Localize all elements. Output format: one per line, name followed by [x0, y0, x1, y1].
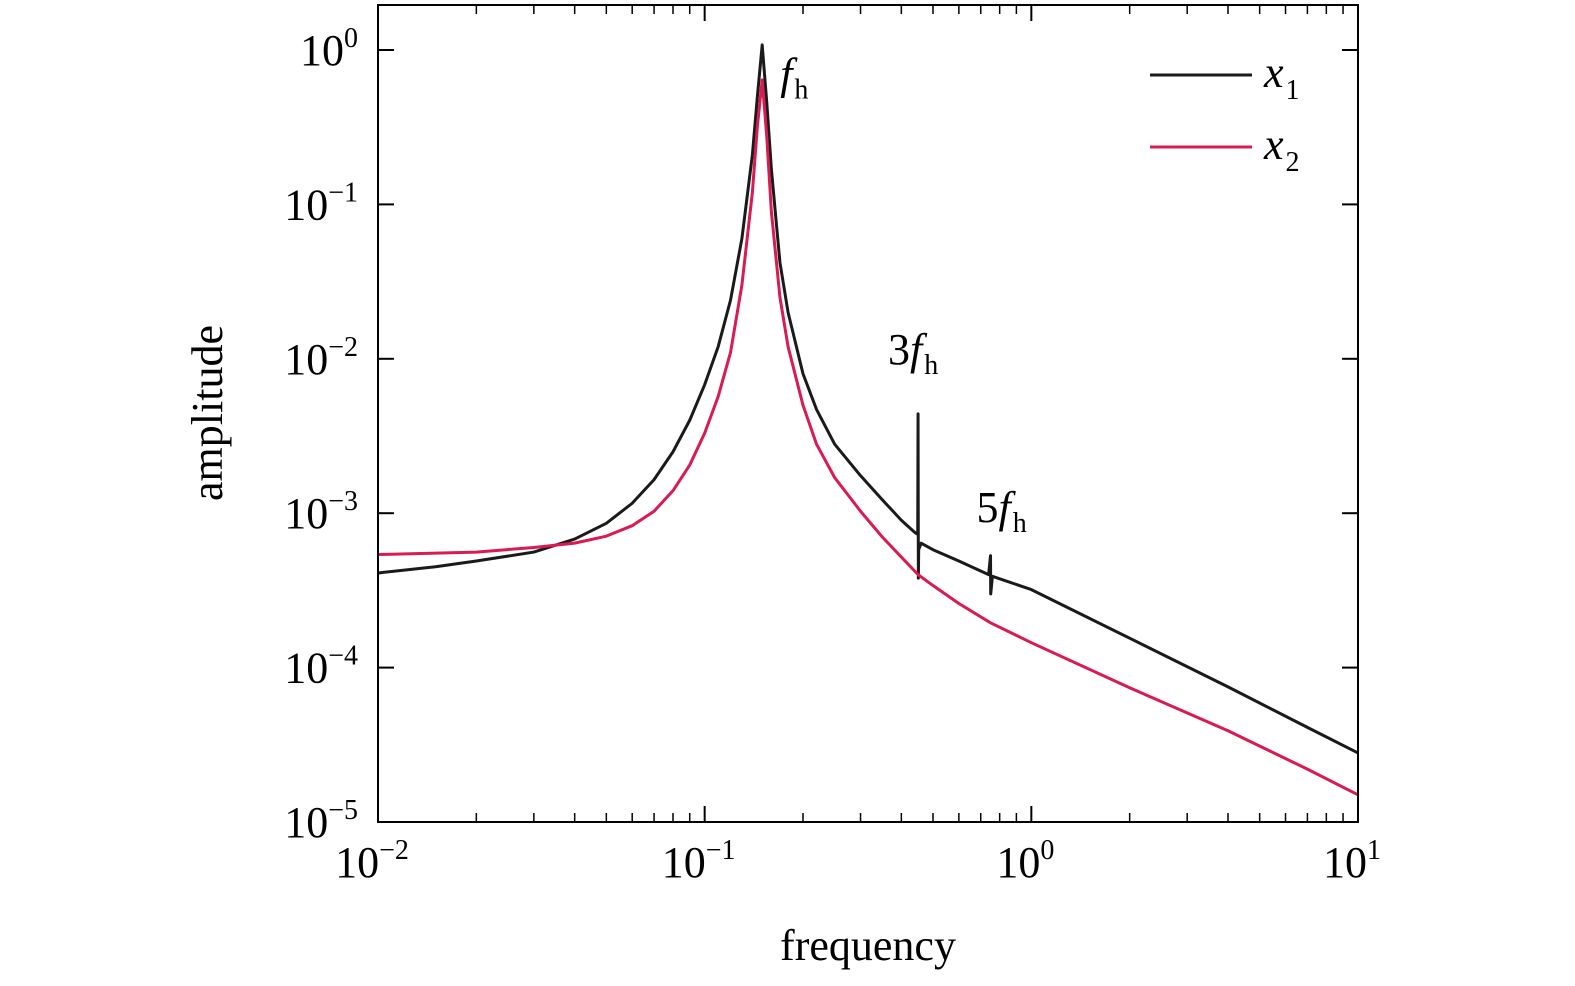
plot-frame [377, 4, 1359, 823]
y-tick-label: 100 [300, 23, 358, 75]
annotation-5fh-label: 5fh [977, 483, 1027, 539]
ticks-layer [377, 5, 1359, 823]
annotation-3fh-label: 3fh [888, 325, 938, 381]
x-tick-label: 101 [1323, 835, 1381, 887]
x-tick-label: 10−2 [335, 835, 409, 887]
series-layer [377, 43, 1359, 797]
y-axis-label: amplitude [183, 325, 232, 501]
tick-labels: 10−2 10−1 100 101 100 10−1 10−2 10−3 10−4 10−5 [284, 23, 1381, 887]
y-tick-label: 10−1 [284, 177, 358, 229]
annotations: fh 3fh 5fh [780, 50, 1027, 539]
y-tick-label: 10−2 [284, 332, 358, 384]
series-line-x1 [377, 43, 1359, 755]
annotation-fh-label: fh [780, 50, 808, 106]
x-tick-label: 10−1 [662, 835, 736, 887]
x-tick-label: 100 [996, 835, 1054, 887]
y-tick-label: 10−4 [284, 641, 358, 693]
x-axis-label: frequency [780, 921, 956, 970]
y-tick-label: 10−3 [284, 486, 358, 538]
legend-label-x2: x2 [1263, 120, 1300, 178]
y-tick-label: 10−5 [284, 795, 358, 847]
legend-label-x1: x1 [1263, 48, 1300, 106]
series-line-x2 [377, 78, 1359, 797]
